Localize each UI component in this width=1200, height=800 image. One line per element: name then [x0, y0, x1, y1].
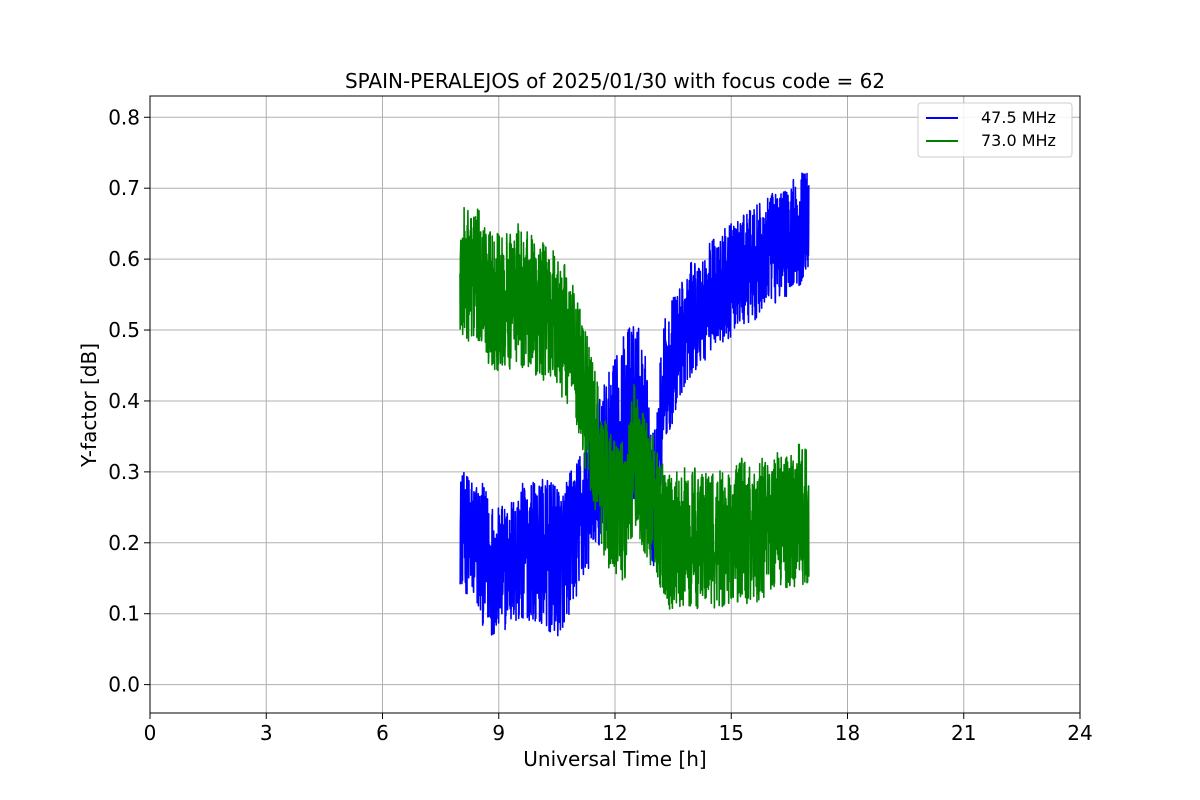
x-tick-label: 9: [492, 721, 505, 745]
y-tick-label: 0.3: [108, 460, 140, 484]
y-tick-label: 0.2: [108, 531, 140, 555]
ticks: 0 3 6 9 12 15 18 21 24 0.0 0.1 0.2 0.3 0.4 0.5 0.6 0.7 0.…: [108, 105, 1093, 745]
x-tick-label: 18: [835, 721, 860, 745]
legend-label-47-5-mhz: 47.5 MHz: [981, 108, 1056, 127]
series-line-73-0-mhz: [459, 206, 810, 610]
x-tick-label: 12: [602, 721, 627, 745]
x-tick-label: 0: [144, 721, 157, 745]
y-tick-label: 0.8: [108, 105, 140, 129]
y-axis-label: Y-factor [dB]: [77, 343, 101, 468]
chart-title: SPAIN-PERALEJOS of 2025/01/30 with focus…: [345, 69, 885, 93]
x-tick-label: 3: [260, 721, 273, 745]
y-tick-label: 0.5: [108, 318, 140, 342]
legend-label-73-0-mhz: 73.0 MHz: [981, 131, 1056, 150]
x-tick-label: 21: [951, 721, 976, 745]
y-tick-label: 0.4: [108, 389, 140, 413]
y-tick-label: 0.6: [108, 247, 140, 271]
x-tick-label: 6: [376, 721, 389, 745]
x-axis-label: Universal Time [h]: [523, 747, 706, 771]
legend: 47.5 MHz 73.0 MHz: [917, 102, 1073, 158]
y-tick-label: 0.1: [108, 602, 140, 626]
x-tick-label: 24: [1067, 721, 1092, 745]
x-tick-label: 15: [719, 721, 744, 745]
legend-box: [917, 102, 1073, 158]
y-tick-label: 0.7: [108, 176, 140, 200]
y-tick-label: 0.0: [108, 673, 140, 697]
series-layer: [459, 172, 810, 637]
